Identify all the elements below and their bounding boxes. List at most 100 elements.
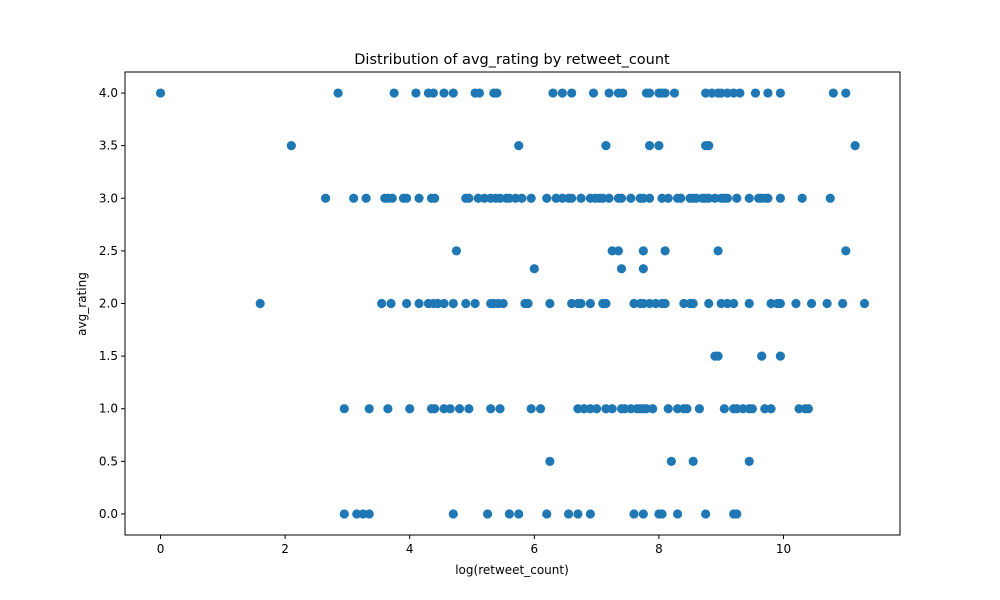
data-point (644, 193, 655, 203)
data-point (439, 298, 449, 309)
data-point (644, 141, 655, 151)
data-point (389, 88, 399, 98)
data-point (517, 193, 527, 203)
data-point (428, 88, 438, 98)
data-point (775, 193, 785, 203)
data-point (657, 509, 667, 519)
points-layer (155, 88, 870, 519)
data-point (585, 298, 595, 309)
data-point (535, 404, 546, 414)
data-point (411, 88, 421, 98)
x-tick-label: 2 (281, 542, 289, 556)
data-point (722, 193, 733, 203)
data-point (672, 509, 683, 519)
data-point (542, 509, 552, 519)
y-axis-label: avg_rating (75, 272, 89, 336)
data-point (545, 298, 555, 309)
data-point (495, 404, 505, 414)
data-point (744, 298, 754, 309)
data-point (732, 509, 742, 519)
data-point (430, 404, 440, 414)
x-tick-label: 8 (655, 542, 663, 556)
y-axis: 0.0 0.5 1.0 1.5 2.0 2.5 3.0 3.5 4.0 (99, 86, 125, 521)
data-point (601, 141, 611, 151)
data-point (333, 88, 343, 98)
data-point (464, 193, 474, 203)
x-tick-label: 10 (776, 542, 791, 556)
y-tick-label: 4.0 (99, 86, 118, 100)
data-point (638, 264, 648, 274)
data-point (806, 298, 817, 309)
y-tick-label: 3.0 (99, 191, 118, 205)
data-point (663, 193, 673, 203)
data-point (401, 193, 412, 203)
data-point (364, 509, 374, 519)
data-point (766, 404, 776, 414)
data-point (704, 298, 714, 309)
data-point (498, 298, 508, 309)
data-point (850, 141, 860, 151)
data-point (648, 404, 658, 414)
data-point (339, 404, 349, 414)
data-point (613, 246, 624, 256)
data-point (744, 456, 754, 466)
data-point (660, 298, 670, 309)
data-point (461, 298, 471, 309)
data-point (567, 88, 577, 98)
data-point (644, 88, 655, 98)
y-tick-label: 0.5 (99, 454, 118, 468)
data-point (841, 88, 851, 98)
y-tick-label: 3.5 (99, 139, 118, 153)
data-point (629, 509, 639, 519)
data-point (775, 351, 785, 361)
data-point (482, 509, 493, 519)
data-point (719, 404, 729, 414)
data-point (688, 456, 698, 466)
data-point (701, 509, 711, 519)
data-point (514, 141, 524, 151)
x-tick-label: 4 (406, 542, 414, 556)
data-point (387, 193, 397, 203)
data-point (401, 298, 412, 309)
data-point (616, 193, 627, 203)
data-point (545, 456, 555, 466)
data-point (454, 404, 465, 414)
data-point (744, 193, 754, 203)
data-point (448, 509, 458, 519)
data-point (682, 404, 692, 414)
y-tick-label: 2.5 (99, 244, 118, 258)
data-point (470, 298, 480, 309)
data-point (414, 193, 424, 203)
data-point (666, 456, 676, 466)
chart-title: Distribution of avg_rating by retweet_co… (354, 52, 670, 68)
x-axis: 0 2 4 6 8 10 (157, 535, 791, 556)
data-point (825, 193, 835, 203)
data-point (155, 88, 166, 98)
data-point (747, 404, 757, 414)
data-point (386, 298, 396, 309)
data-point (669, 88, 680, 98)
data-point (474, 88, 485, 98)
data-point (504, 509, 514, 519)
data-point (492, 88, 502, 98)
data-point (618, 88, 628, 98)
data-point (601, 298, 611, 309)
data-point (660, 246, 670, 256)
data-point (859, 298, 870, 309)
data-point (713, 351, 723, 361)
data-point (451, 246, 462, 256)
data-point (841, 246, 851, 256)
data-point (797, 193, 807, 203)
data-point (654, 141, 664, 151)
data-point (604, 193, 614, 203)
data-point (638, 246, 648, 256)
data-point (750, 88, 761, 98)
data-point (732, 193, 742, 203)
data-point (585, 509, 595, 519)
data-point (523, 298, 533, 309)
data-point (542, 193, 552, 203)
data-point (557, 88, 567, 98)
data-point (676, 193, 686, 203)
